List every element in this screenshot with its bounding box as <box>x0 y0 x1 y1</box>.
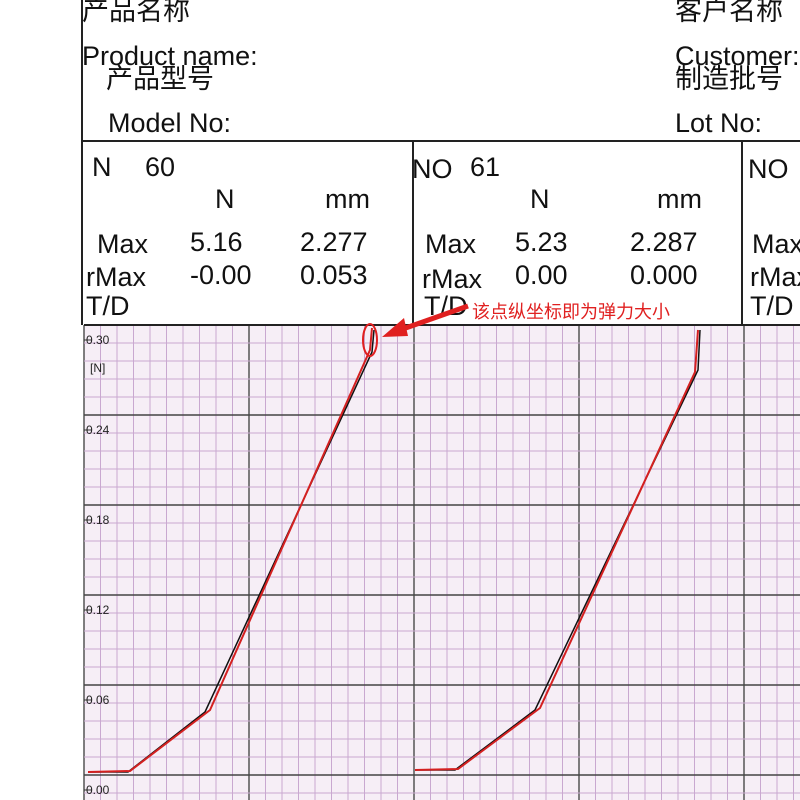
unit: N <box>215 184 235 214</box>
panel: N 60 N mm Max 5.16 2.277 rMax -0.00 0.05… <box>86 152 370 321</box>
plot-area: 0.30 0.24 0.18 0.12 0.06 0.00 [N] <box>83 324 800 800</box>
value: 0.00 <box>515 260 568 290</box>
value: 2.287 <box>630 227 698 257</box>
label: rMax <box>422 264 482 294</box>
value: 61 <box>470 152 500 182</box>
curve <box>414 329 699 771</box>
label: Max <box>425 229 477 259</box>
label: Lot No: <box>675 108 762 138</box>
annotation-text: 该点纵坐标即为弹力大小 <box>472 302 670 322</box>
annotation: 该点纵坐标即为弹力大小 <box>362 302 670 357</box>
y-tick-label: 0.00 <box>86 783 110 797</box>
label: NO <box>412 154 453 184</box>
curve <box>87 327 373 773</box>
y-tick-label: 0.12 <box>86 603 110 617</box>
y-tick-label: 0.06 <box>86 693 110 707</box>
arrow-head <box>382 318 408 337</box>
panel: NO Max rMax T/D <box>748 154 800 321</box>
label: Max <box>97 229 149 259</box>
label: Customer: <box>675 41 800 71</box>
value: 0.000 <box>630 260 698 290</box>
value: 60 <box>145 152 175 182</box>
label: Model No: <box>108 108 231 138</box>
value: 0.053 <box>300 260 368 290</box>
label: 产品型号 <box>106 64 214 94</box>
label: 产品名称 <box>82 0 190 26</box>
y-tick-label: 0.30 <box>86 333 110 347</box>
label: 客户名称 <box>675 0 783 26</box>
label: Max <box>752 229 800 259</box>
label: rMax <box>750 262 800 292</box>
label: NO <box>748 154 789 184</box>
value: 2.277 <box>300 227 368 257</box>
label: N <box>92 152 112 182</box>
header: 产品名称 Product name: 产品型号 Model No: 客户名称 C… <box>81 0 800 325</box>
panel: NO 61 N mm Max 5.23 2.287 rMax 0.00 0.00… <box>412 152 702 321</box>
label: 制造批号 <box>675 64 783 94</box>
y-tick-label: 0.24 <box>86 423 110 437</box>
highlight-ellipse <box>362 323 378 357</box>
unit: N <box>530 184 550 214</box>
unit: mm <box>657 184 702 214</box>
unit: mm <box>325 184 370 214</box>
label: T/D <box>86 291 130 321</box>
y-tick-label: 0.18 <box>86 513 110 527</box>
arrow <box>399 303 469 333</box>
label: T/D <box>750 291 794 321</box>
label: rMax <box>86 262 146 292</box>
value: 5.23 <box>515 227 568 257</box>
plot-background <box>84 325 800 800</box>
y-unit: [N] <box>90 361 105 375</box>
value: 5.16 <box>190 227 243 257</box>
label: Product name: <box>82 41 258 71</box>
value: -0.00 <box>190 260 252 290</box>
